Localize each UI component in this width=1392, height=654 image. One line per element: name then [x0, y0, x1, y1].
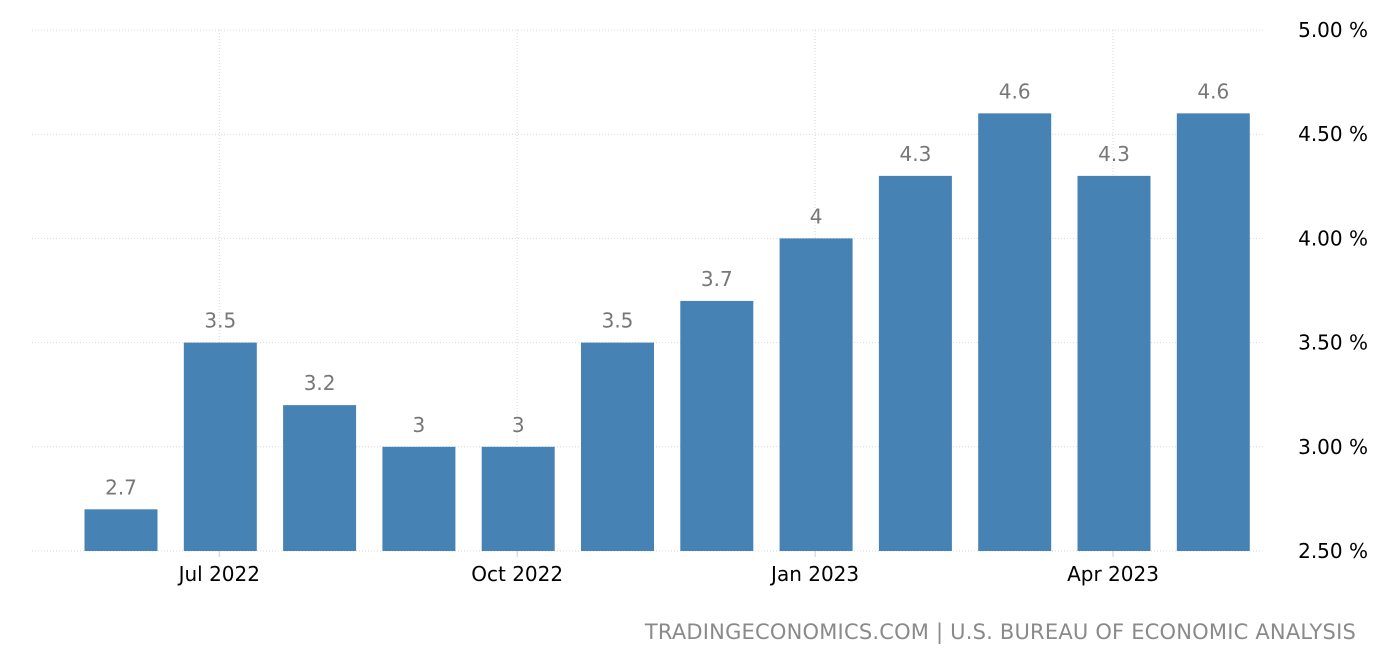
x-tick-label: Oct 2022	[471, 562, 563, 586]
x-axis: Jul 2022 Oct 2022 Jan 2023 Apr 2023	[177, 551, 1159, 586]
y-tick-label: 3.00 %	[1298, 435, 1368, 459]
y-tick-label: 2.50 %	[1298, 539, 1368, 563]
bar	[183, 342, 257, 551]
bar	[779, 238, 853, 551]
data-label: 4.3	[1098, 142, 1130, 166]
data-label: 4.6	[999, 79, 1031, 103]
data-label: 3	[413, 413, 426, 437]
bar	[1077, 175, 1151, 551]
y-axis: 2.50 % 3.00 % 3.50 % 4.00 % 4.50 % 5.00 %	[1298, 18, 1368, 563]
x-tick-label: Jul 2022	[177, 562, 260, 586]
data-label: 4	[810, 204, 823, 228]
y-tick-label: 4.50 %	[1298, 122, 1368, 146]
bars-group	[84, 113, 1250, 552]
bar	[680, 300, 754, 551]
data-label: 4.3	[899, 142, 931, 166]
bar	[878, 175, 952, 551]
data-label: 3.5	[204, 309, 236, 333]
bar	[382, 446, 456, 551]
x-tick-label: Jan 2023	[769, 562, 859, 586]
bar	[283, 405, 357, 551]
source-credit: TRADINGECONOMICS.COM | U.S. BUREAU OF EC…	[644, 620, 1356, 644]
x-tick-label: Apr 2023	[1067, 562, 1159, 586]
y-tick-label: 3.50 %	[1298, 331, 1368, 355]
bar	[1176, 113, 1250, 552]
bar	[481, 446, 555, 551]
data-label: 4.6	[1197, 79, 1229, 103]
y-tick-label: 4.00 %	[1298, 226, 1368, 250]
data-label: 2.7	[105, 475, 137, 499]
data-label: 3.2	[304, 371, 336, 395]
bar	[84, 509, 158, 551]
bar	[978, 113, 1052, 552]
y-tick-label: 5.00 %	[1298, 18, 1368, 42]
data-labels-group: 2.7 3.5 3.2 3 3 3.5 3.7 4 4.3 4.6 4.3 4.6	[105, 79, 1229, 499]
data-label: 3.7	[701, 267, 733, 291]
bar	[581, 342, 654, 551]
data-label: 3	[512, 413, 525, 437]
data-label: 3.5	[602, 309, 634, 333]
